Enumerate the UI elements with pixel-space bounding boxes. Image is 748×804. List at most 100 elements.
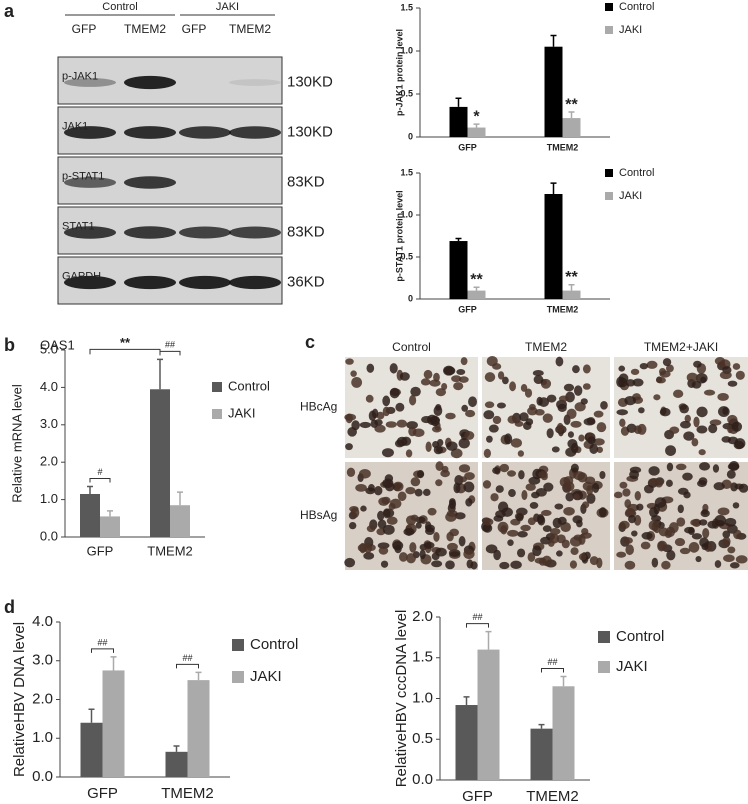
annotation: ** [120,335,131,350]
cell [508,489,516,498]
cell [569,560,578,569]
cell [482,523,493,533]
bar [455,705,478,780]
cell [735,370,745,380]
bar [187,680,210,777]
bracket [466,623,489,628]
cell [701,543,709,551]
cell [531,491,540,499]
cell [589,443,599,454]
legend-label: JAKI [616,658,648,675]
legend-swatch [598,631,610,643]
cell [458,376,469,383]
cell [538,397,550,407]
cell [573,385,583,396]
cell [483,518,494,526]
cell [389,498,402,509]
cell [495,485,504,493]
cell [631,530,638,537]
bracket [159,350,181,356]
legend-label: Control [619,1,654,13]
y-tick-label: 4.0 [32,613,53,630]
cell [486,435,493,443]
cell [679,420,691,429]
cell [625,508,636,517]
cell [397,491,407,502]
cell [599,470,606,480]
legend-swatch [605,192,613,200]
cell [463,481,475,493]
legend-label: JAKI [619,24,642,36]
cell [499,463,510,473]
cell [453,382,464,391]
cell [433,445,443,455]
y-tick-label: 1.0 [40,491,58,506]
blot-group: Control [102,1,137,13]
y-axis-label: RelativeHBV DNA level [11,622,28,777]
annotation: ** [470,271,483,288]
cell [542,413,553,423]
y-tick-label: 4.0 [40,379,58,394]
cell [619,418,626,427]
cell [458,438,470,449]
chart-title: OAS1 [40,337,75,352]
cell [651,557,659,568]
cell [496,402,506,409]
cell [674,538,686,547]
x-tick-label: GFP [458,304,477,314]
cell [520,384,528,392]
cell [485,544,498,554]
cell [518,470,525,480]
cell [348,521,357,530]
cell [700,376,707,383]
y-axis-label: p-STAT1 protein level [394,190,404,281]
cell [456,369,466,376]
cell [451,375,462,383]
error-bar [195,671,202,681]
cell [662,358,672,367]
cell [363,552,375,560]
cell [520,524,531,532]
cell [497,371,505,380]
x-tick-label: TMEM2 [526,788,579,804]
blot-row-label: STAT1 [62,220,95,232]
error-bar [463,696,470,706]
annotation: ## [182,653,192,663]
cell [351,376,363,388]
legend-swatch [232,639,244,651]
cell [696,406,708,418]
cell [624,499,632,509]
x-tick-label: TMEM2 [547,142,579,152]
cell [510,438,523,448]
cell [532,370,544,377]
cell [625,379,636,387]
cell [365,394,374,403]
cell [382,406,390,417]
cell [693,416,700,428]
cell [675,463,687,471]
cell [378,546,389,555]
blot-band [229,126,281,139]
cell [399,372,410,381]
cell [625,544,634,556]
cell [409,394,417,406]
x-tick-label: TMEM2 [147,543,193,558]
cell [490,493,499,502]
cell [722,530,731,539]
cell [633,514,642,526]
cell [349,506,359,513]
cell [570,547,579,555]
error-bar [177,491,183,506]
cell [619,481,628,489]
blot-row-label: GAPDH [62,270,101,282]
y-tick-label: 1.5 [412,649,433,666]
cell [665,526,676,538]
cell [529,501,539,509]
cell [416,469,425,479]
cell [433,531,440,542]
cell [712,464,720,473]
legend-label: Control [616,628,664,645]
cell [734,483,744,490]
cell [665,445,677,456]
bracket [541,667,564,673]
